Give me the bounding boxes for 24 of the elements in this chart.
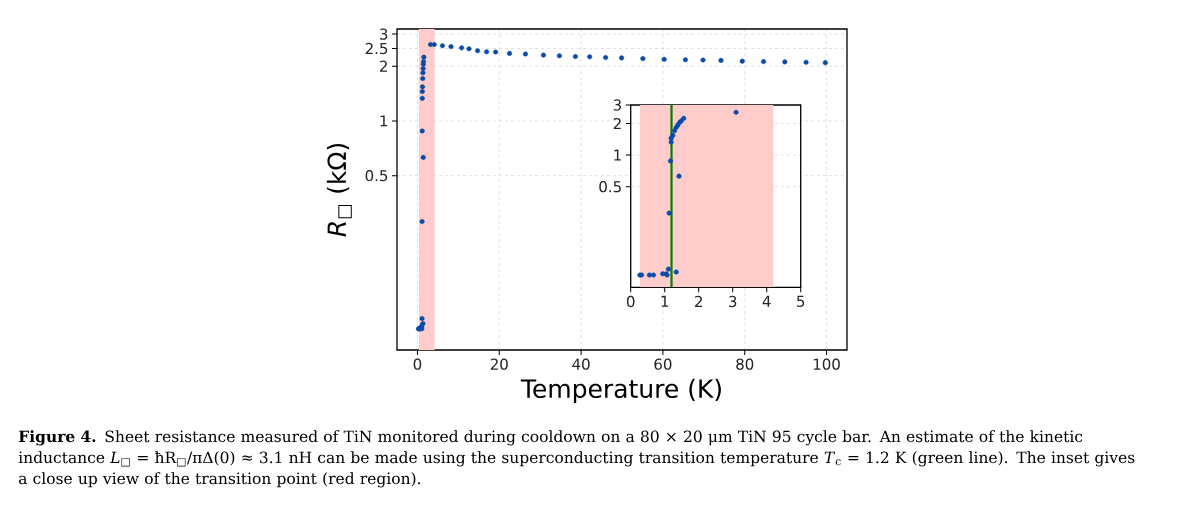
y-tick-label: 2 bbox=[380, 60, 387, 72]
x-tick-label: 2 bbox=[695, 295, 702, 307]
x-tick-label: 0 bbox=[626, 295, 635, 308]
x-tick-label: 5 bbox=[797, 295, 805, 307]
x-tick-label: 60 bbox=[654, 358, 672, 370]
text: Figure 4. Sheet resistance measured of TiN monitored during cooldown on a 80 × 20 μm TiN 95 cycle bar. An estimate of the kinetic inductance L$_{□}$ = ħR$_{□}$/πΔ(0) ≈ 3.1 nH can be made using the superconducting transition temperature T$_{c}$ = 1.2 K (green line). The inset gives a close up view of the transition point (red region). bbox=[18, 430, 1135, 488]
x-tick-label: 80 bbox=[736, 358, 754, 370]
y-axis-title: R$_{□}$ (kΩ) bbox=[326, 143, 352, 237]
y-tick-label: 2 bbox=[613, 117, 621, 130]
x-tick-label: 1 bbox=[661, 295, 669, 307]
x-tick-label: 40 bbox=[572, 358, 590, 370]
x-tick-label: 100 bbox=[813, 358, 840, 370]
y-tick-label: 1 bbox=[380, 115, 388, 127]
x-axis-title: Temperature (K) bbox=[520, 378, 721, 403]
y-tick-label: 3 bbox=[613, 99, 621, 111]
y-tick-label: 1 bbox=[614, 149, 621, 161]
x-tick-label: 20 bbox=[490, 358, 508, 370]
y-tick-label: 2.5 bbox=[365, 42, 388, 55]
y-tick-label: 3 bbox=[380, 28, 388, 40]
y-tick-label: 0.5 bbox=[599, 181, 621, 193]
y-tick-label: 0.5 bbox=[365, 169, 388, 182]
x-tick-label: 3 bbox=[729, 295, 737, 308]
x-tick-label: 4 bbox=[762, 295, 771, 307]
x-tick-label: 0 bbox=[413, 358, 422, 370]
